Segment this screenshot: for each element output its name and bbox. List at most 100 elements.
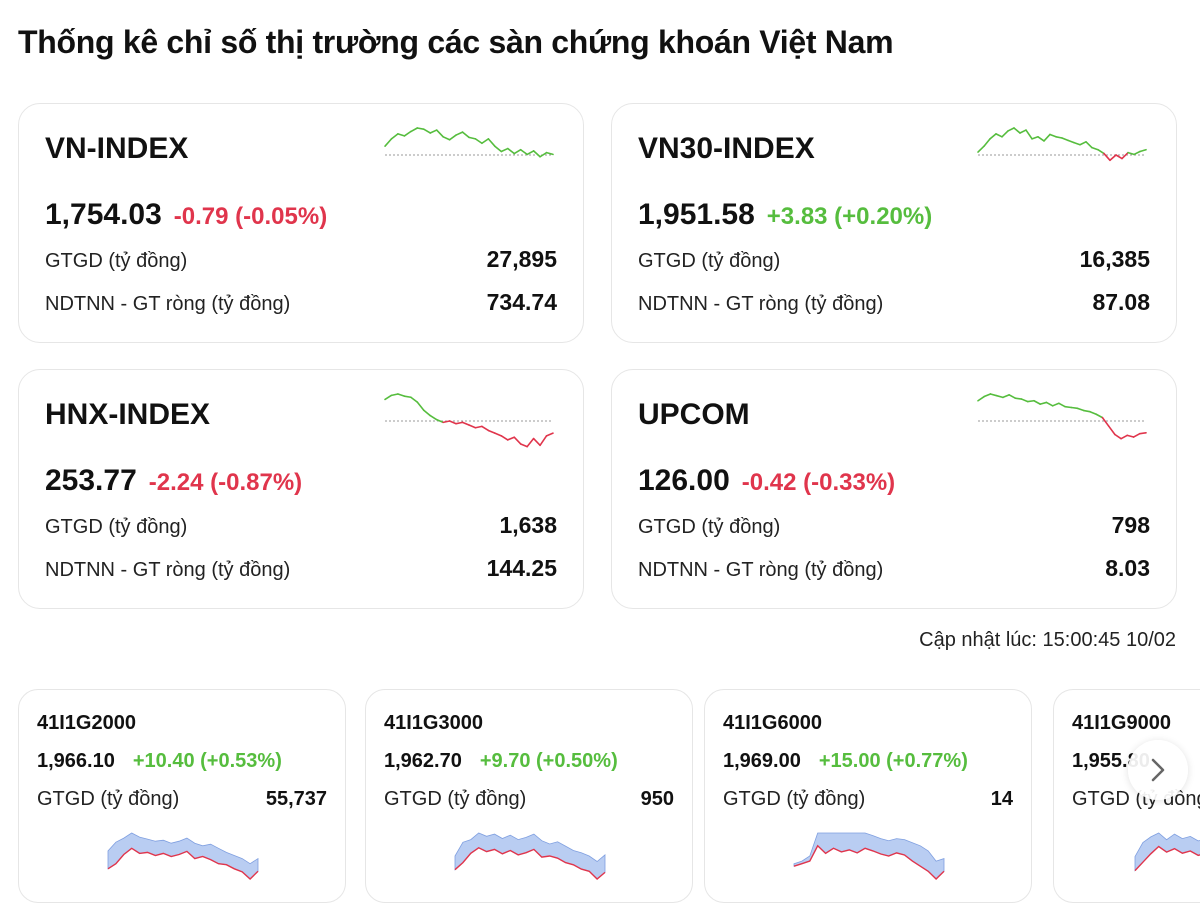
sparkline-segment [532,150,541,158]
sparkline-segment [1127,151,1135,156]
index-price: 1,951.58 [638,198,755,231]
sparkline-segment [487,138,496,147]
gtgd-label: GTGD (tỷ đồng) [45,516,188,538]
sparkline-segment [1020,398,1029,403]
sparkline-segment [468,136,477,140]
sparkline-segment [983,393,992,398]
index-card-vn-index[interactable]: VN-INDEX 1,754.03 -0.79 (-0.05%) GTGD (t… [18,103,584,343]
sparkline-segment [1070,406,1079,410]
sparkline-segment [397,393,406,397]
index-card-upcom[interactable]: UPCOM 126.00 -0.42 (-0.33%) GTGD (tỷ đồn… [611,369,1177,609]
gtgd-label: GTGD (tỷ đồng) [638,516,781,538]
futures-sparkline [107,832,259,880]
sparkline-segment [1079,140,1087,146]
page-title: Thống kê chỉ số thị trường các sàn chứng… [18,24,894,60]
sparkline-segment [410,396,419,403]
update-timestamp: Cập nhật lúc: 15:00:45 10/02 [919,629,1176,651]
gtgd-label: GTGD (tỷ đồng) [45,250,188,272]
futures-name: 41I1G9000 [1072,712,1171,734]
futures-card-41i1g6000[interactable]: 41I1G6000 1,969.00 +15.00 (+0.77%) GTGD … [704,689,1032,903]
futures-sparkline [1134,832,1200,872]
futures-name: 41I1G6000 [723,712,822,734]
sparkline-segment [1049,133,1057,138]
index-name: UPCOM [638,398,750,431]
sparkline-segment [532,437,541,447]
gtgd-label: GTGD (tỷ đồng) [1072,788,1200,810]
futures-line [1134,845,1200,872]
index-change: +3.83 (+0.20%) [766,203,933,230]
futures-card-41i1g9000[interactable]: 41I1G9000 1,955.80 GTGD (tỷ đồng) [1053,689,1200,903]
futures-card-41i1g2000[interactable]: 41I1G2000 1,966.10 +10.40 (+0.53%) GTGD … [18,689,346,903]
sparkline-segment [1008,394,1017,400]
sparkline-segment [397,133,406,137]
sparkline-segment [442,136,451,141]
index-name: VN30-INDEX [638,132,815,165]
chevron-right-icon [1151,758,1165,782]
sparkline-segment [455,421,464,425]
sparkline-segment [448,420,457,425]
sparkline-segment [989,393,998,397]
sparkline-segment [1101,416,1110,427]
ndtnn-value: 734.74 [486,289,557,315]
sparkline-segment [1082,409,1091,413]
sparkline-segment [487,429,496,434]
sparkline-segment [1001,130,1009,138]
futures-line [454,846,606,880]
gtgd-value: 27,895 [486,246,557,272]
sparkline-segment [416,127,425,130]
sparkline-segment [494,145,503,153]
index-card-hnx-index[interactable]: HNX-INDEX 253.77 -2.24 (-0.87%) GTGD (tỷ… [18,369,584,609]
gtgd-label: GTGD (tỷ đồng) [723,788,866,810]
index-sparkline [977,393,1147,440]
ndtnn-label: NDTNN - GT ròng (tỷ đồng) [45,559,291,581]
sparkline-segment [390,133,399,140]
gtgd-value: 16,385 [1079,246,1150,272]
sparkline-segment [435,418,444,424]
ndtnn-value: 87.08 [1092,289,1150,315]
sparkline-segment [1091,146,1099,151]
sparkline-segment [403,130,412,137]
sparkline-segment [1095,413,1104,419]
sparkline-segment [429,129,438,134]
sparkline-segment [429,414,438,421]
sparkline-segment [995,394,1004,399]
gtgd-label: GTGD (tỷ đồng) [638,250,781,272]
sparkline-segment [1019,129,1027,134]
sparkline-segment [989,133,997,140]
sparkline-segment [422,409,432,417]
sparkline-segment [422,128,432,134]
futures-band [107,832,259,880]
sparkline-segment [1058,402,1066,408]
carousel-next-button[interactable] [1128,740,1188,800]
ndtnn-label: NDTNN - GT ròng (tỷ đồng) [638,293,884,315]
sparkline-segment [1067,139,1075,144]
sparkline-segment [1043,133,1051,142]
futures-change: +15.00 (+0.77%) [818,750,968,772]
index-price: 253.77 [45,464,137,497]
sparkline-segment [526,437,535,448]
sparkline-segment [1138,432,1147,435]
sparkline-segment [1115,154,1123,160]
sparkline-segment [416,401,425,412]
sparkline-segment [461,131,470,139]
futures-price: 1,966.10 [37,750,115,772]
sparkline-segment [545,151,554,156]
index-price: 126.00 [638,464,730,497]
futures-sparkline [793,832,945,880]
futures-card-41i1g3000[interactable]: 41I1G3000 1,962.70 +9.70 (+0.50%) GTGD (… [365,689,693,903]
sparkline-segment [1097,148,1105,155]
index-change: -0.42 (-0.33%) [741,469,896,496]
gtgd-label: GTGD (tỷ đồng) [384,788,527,810]
sparkline-segment [526,150,535,156]
sparkline-segment [390,393,399,397]
sparkline-segment [539,435,548,447]
sparkline-segment [494,432,503,437]
sparkline-segment [1120,434,1129,440]
index-card-vn30-index[interactable]: VN30-INDEX 1,951.58 +3.83 (+0.20%) GTGD … [611,103,1177,343]
futures-line [793,844,945,880]
sparkline-segment [1002,394,1010,399]
sparkline-segment [1133,150,1141,156]
ndtnn-value: 144.25 [486,555,557,581]
sparkline-segment [977,395,986,402]
sparkline-segment [461,421,470,426]
